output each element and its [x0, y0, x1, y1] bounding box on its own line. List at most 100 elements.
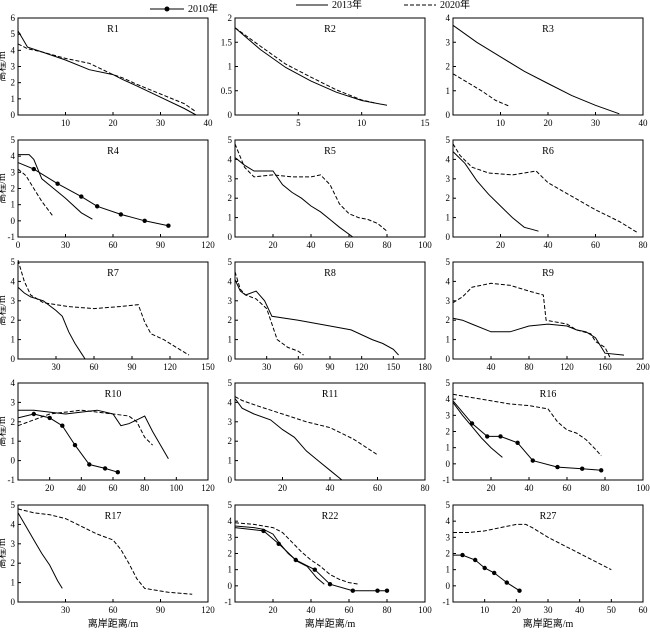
x-tick-label: 90 [326, 362, 336, 372]
y-tick-label: 0 [446, 232, 451, 242]
y-tick-label: 2 [446, 427, 451, 437]
series-line-2020 [17, 168, 54, 217]
y-tick-label: 0 [446, 459, 451, 469]
x-tick-label: 40 [326, 483, 336, 493]
x-tick-label: 90 [156, 605, 166, 615]
x-tick-label: 200 [636, 362, 650, 372]
series-line-2020 [234, 522, 359, 585]
y-tick-label: 3 [11, 62, 16, 72]
y-tick-label: 0 [228, 232, 233, 242]
series-line-2013 [17, 30, 197, 116]
y-tick-label: 5 [228, 135, 233, 145]
panel-title: R9 [542, 268, 554, 279]
data-point [102, 466, 108, 471]
series-line-2010 [453, 554, 520, 592]
y-tick-label: 2 [228, 436, 233, 446]
series-line-2013 [452, 24, 620, 115]
x-tick-label: 80 [383, 240, 393, 250]
y-tick-label: 0 [228, 354, 233, 364]
x-tick-label: 80 [383, 605, 393, 615]
x-tick-label: 30 [52, 362, 62, 372]
panel-r16: R16 -1 0 1 2 3 4 5 20 40 60 80 100 [443, 378, 650, 493]
y-tick-label: 3 [228, 174, 233, 184]
panel-title: R11 [322, 389, 338, 400]
x-tick-label: 30 [544, 605, 554, 615]
x-tick-label: 20 [45, 483, 55, 493]
data-point [276, 541, 281, 546]
y-tick-label: 4 [11, 276, 16, 286]
panel-frame [452, 261, 644, 360]
y-tick-label: 1 [228, 335, 233, 345]
x-tick-label: 30 [591, 118, 601, 128]
x-tick-label: 40 [639, 118, 649, 128]
y-tick-label: 4 [446, 394, 451, 404]
y-tick-label: 0 [446, 354, 451, 364]
data-point [60, 423, 65, 428]
series-line-2013 [18, 409, 169, 459]
y-tick-label: 0 [228, 475, 233, 485]
legend-marker-2010 [164, 6, 170, 12]
y-tick-label: 1 [11, 436, 16, 446]
series-line-2013 [234, 157, 354, 238]
y-axis-label: 高程/m [0, 538, 8, 569]
x-tick-label: 100 [418, 605, 432, 615]
panel-r10: R10 -1 0 1 2 3 4 20 40 60 80 100 120 高程/m [0, 378, 215, 493]
y-tick-label: 0 [228, 110, 233, 120]
y-tick-label: 4 [446, 154, 451, 164]
y-tick-label: 5 [228, 500, 233, 510]
series-line-2010 [452, 400, 602, 471]
y-tick-label: 3 [446, 410, 451, 420]
y-tick-label: 3 [446, 174, 451, 184]
series-line-2013 [234, 398, 343, 481]
panel-title: R3 [542, 24, 554, 35]
x-tick-label: 30 [61, 240, 71, 250]
data-point [482, 565, 487, 571]
y-tick-label: 1 [446, 213, 451, 223]
series-line-2020 [17, 409, 153, 446]
y-axis-label: 高程/m [0, 295, 8, 326]
y-tick-label: 5 [228, 257, 233, 267]
y-tick-label: 4 [228, 397, 233, 407]
panel-r9: R9 0 1 2 3 4 5 40 80 120 160 200 [446, 257, 650, 372]
series-line-2020 [234, 271, 304, 356]
x-tick-label: 100 [418, 240, 432, 250]
x-tick-label: 120 [560, 362, 574, 372]
data-point [460, 552, 465, 558]
x-tick-label: 10 [496, 118, 506, 128]
y-tick-label: 1.5 [221, 37, 233, 47]
x-tick-label: 60 [109, 605, 119, 615]
y-tick-label: 5 [11, 257, 16, 267]
data-point [55, 181, 60, 186]
legend-label-2013: 2013年 [332, 0, 362, 11]
y-tick-label: 3 [11, 397, 16, 407]
x-tick-label: 120 [355, 362, 369, 372]
y-tick-label: 1 [228, 565, 233, 575]
y-tick-label: 0 [446, 110, 451, 120]
series-line-2010 [234, 527, 387, 592]
x-tick-label: 80 [140, 483, 150, 493]
y-tick-label: 1 [446, 86, 451, 96]
x-tick-label: 150 [387, 362, 401, 372]
x-tick-label: 60 [563, 483, 573, 493]
data-point [115, 470, 121, 475]
data-point [473, 557, 478, 563]
y-tick-label: 4 [11, 378, 16, 388]
data-point [469, 421, 475, 426]
y-tick-label: 2 [11, 558, 16, 568]
x-tick-label: 150 [201, 362, 215, 372]
y-tick-label: 3 [11, 167, 16, 177]
x-tick-label: 40 [487, 362, 497, 372]
x-tick-label: 80 [421, 483, 431, 493]
series-line-2020 [452, 143, 639, 234]
data-point [312, 567, 317, 572]
panel-frame [17, 261, 209, 360]
series-line-2020 [452, 73, 511, 107]
y-tick-label: 5 [446, 135, 451, 145]
y-tick-label: 4 [228, 516, 233, 526]
series-line-2020 [17, 43, 197, 113]
y-tick-label: -1 [8, 232, 16, 242]
y-tick-label: 4 [446, 276, 451, 286]
data-point [498, 434, 503, 439]
data-point [31, 411, 36, 417]
y-tick-label: 5 [11, 500, 16, 510]
